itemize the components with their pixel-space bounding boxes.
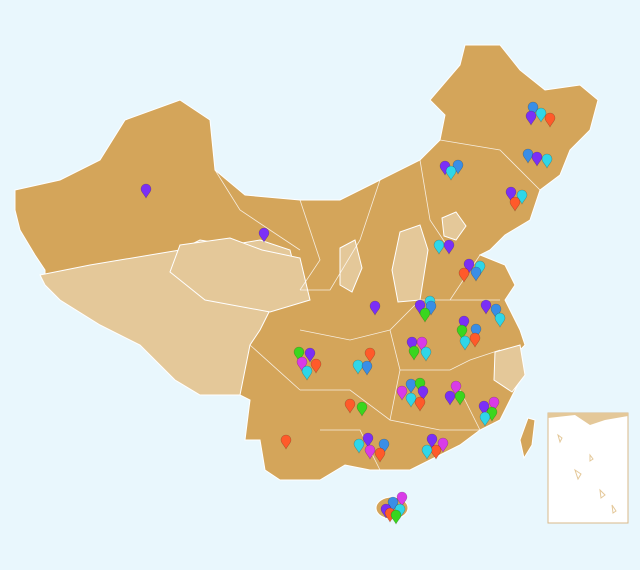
marker[interactable] bbox=[280, 434, 292, 450]
inset-coast bbox=[548, 413, 628, 425]
marker[interactable] bbox=[421, 444, 433, 460]
marker[interactable] bbox=[364, 347, 376, 363]
marker[interactable] bbox=[416, 336, 428, 352]
region-light bbox=[493, 344, 526, 393]
markers bbox=[140, 101, 556, 525]
marker[interactable] bbox=[444, 390, 456, 406]
marker[interactable] bbox=[470, 266, 482, 282]
marker[interactable] bbox=[364, 444, 376, 460]
marker[interactable] bbox=[426, 433, 438, 449]
island bbox=[519, 417, 536, 460]
marker[interactable] bbox=[405, 378, 417, 394]
marker[interactable] bbox=[480, 299, 492, 315]
marker[interactable] bbox=[390, 509, 402, 525]
marker[interactable] bbox=[456, 324, 468, 340]
marker[interactable] bbox=[419, 307, 431, 323]
marker[interactable] bbox=[374, 447, 386, 463]
marker[interactable] bbox=[445, 165, 457, 181]
inset-map bbox=[547, 412, 629, 524]
marker[interactable] bbox=[344, 398, 356, 414]
marker[interactable] bbox=[293, 346, 305, 362]
marker[interactable] bbox=[361, 360, 373, 376]
marker[interactable] bbox=[488, 396, 500, 412]
marker[interactable] bbox=[420, 346, 432, 362]
marker[interactable] bbox=[301, 365, 313, 381]
marker[interactable] bbox=[459, 335, 471, 351]
marker[interactable] bbox=[494, 312, 506, 328]
marker[interactable] bbox=[396, 385, 408, 401]
marker[interactable] bbox=[531, 151, 543, 167]
marker[interactable] bbox=[417, 385, 429, 401]
region-light bbox=[169, 237, 311, 313]
marker[interactable] bbox=[369, 300, 381, 316]
marker[interactable] bbox=[544, 112, 556, 128]
region-light bbox=[339, 239, 363, 293]
marker[interactable] bbox=[454, 390, 466, 406]
marker[interactable] bbox=[310, 358, 322, 374]
marker[interactable] bbox=[406, 336, 418, 352]
marker[interactable] bbox=[478, 400, 490, 416]
marker[interactable] bbox=[352, 359, 364, 375]
marker[interactable] bbox=[490, 303, 502, 319]
marker[interactable] bbox=[414, 396, 426, 412]
marker[interactable] bbox=[479, 411, 491, 427]
marker[interactable] bbox=[522, 148, 534, 164]
marker[interactable] bbox=[378, 438, 390, 454]
marker[interactable] bbox=[458, 315, 470, 331]
marker[interactable] bbox=[296, 356, 308, 372]
marker[interactable] bbox=[443, 239, 455, 255]
marker[interactable] bbox=[362, 432, 374, 448]
marker[interactable] bbox=[525, 110, 537, 126]
marker[interactable] bbox=[527, 101, 539, 117]
inset-islands bbox=[557, 433, 617, 514]
marker[interactable] bbox=[433, 239, 445, 255]
marker[interactable] bbox=[430, 444, 442, 460]
marker[interactable] bbox=[505, 186, 517, 202]
marker[interactable] bbox=[450, 380, 462, 396]
marker[interactable] bbox=[396, 491, 408, 507]
province-borders bbox=[214, 139, 541, 471]
marker[interactable] bbox=[140, 183, 152, 199]
marker[interactable] bbox=[509, 196, 521, 212]
marker[interactable] bbox=[535, 107, 547, 123]
marker[interactable] bbox=[458, 267, 470, 283]
marker[interactable] bbox=[405, 392, 417, 408]
marker[interactable] bbox=[470, 323, 482, 339]
marker[interactable] bbox=[463, 258, 475, 274]
marker[interactable] bbox=[541, 153, 553, 169]
marker[interactable] bbox=[356, 401, 368, 417]
marker[interactable] bbox=[304, 347, 316, 363]
marker[interactable] bbox=[258, 227, 270, 243]
marker[interactable] bbox=[353, 438, 365, 454]
marker[interactable] bbox=[469, 332, 481, 348]
region-light bbox=[441, 211, 467, 241]
marker[interactable] bbox=[408, 345, 420, 361]
